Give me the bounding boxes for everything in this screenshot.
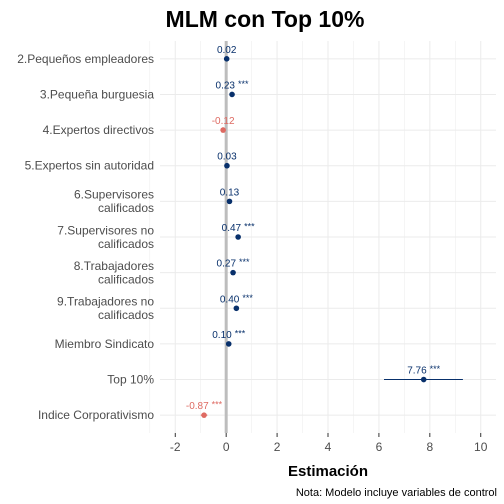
x-tick-label: 2 bbox=[274, 440, 281, 454]
estimate-row: 7.76 *** bbox=[384, 364, 463, 383]
estimate-value: 0.27 bbox=[217, 259, 237, 270]
estimate-value: 0.03 bbox=[217, 152, 237, 163]
y-tick-label: Indice Corporativismo bbox=[38, 408, 154, 422]
x-tick-label: 0 bbox=[223, 440, 230, 454]
estimate-row: 0.23 *** bbox=[216, 79, 249, 98]
estimate-label: 0.40 *** bbox=[220, 293, 253, 306]
estimate-row: -0.12 bbox=[212, 116, 235, 133]
y-tick-label: 7.Supervisores no bbox=[57, 223, 154, 237]
estimate-value: 0.02 bbox=[217, 45, 237, 56]
significance-stars: *** bbox=[239, 257, 250, 267]
estimate-point bbox=[235, 234, 241, 240]
estimate-point bbox=[224, 162, 230, 169]
x-tick-label: 10 bbox=[474, 440, 488, 454]
significance-stars: *** bbox=[212, 400, 223, 410]
significance-stars: *** bbox=[242, 293, 253, 303]
estimate-point bbox=[223, 56, 230, 62]
x-tick-label: -2 bbox=[170, 440, 181, 454]
estimate-value: 0.47 bbox=[222, 223, 242, 234]
y-tick-label: Top 10% bbox=[107, 373, 154, 387]
estimate-row: 0.13 bbox=[220, 187, 240, 205]
y-tick-label: calificados bbox=[98, 237, 154, 251]
estimate-point bbox=[226, 198, 233, 205]
significance-stars: *** bbox=[244, 222, 255, 232]
estimate-point bbox=[233, 305, 240, 312]
estimate-row: 0.02 bbox=[217, 45, 237, 62]
y-tick-label: 2.Pequeños empleadores bbox=[17, 52, 154, 66]
estimate-value: -0.87 bbox=[186, 401, 209, 412]
y-tick-label: 5.Expertos sin autoridad bbox=[25, 159, 154, 173]
y-tick-label: Miembro Sindicato bbox=[55, 337, 155, 351]
estimate-points: 0.020.23 ***-0.120.030.130.47 ***0.27 ***0.… bbox=[186, 45, 463, 418]
estimate-label: 0.23 *** bbox=[216, 79, 249, 92]
estimate-label: 0.27 *** bbox=[217, 257, 250, 270]
significance-stars: *** bbox=[430, 364, 441, 374]
estimate-row: 0.27 *** bbox=[217, 257, 250, 276]
estimate-point bbox=[230, 269, 236, 276]
y-tick-label: 6.Supervisores bbox=[74, 188, 154, 202]
estimate-label: 0.02 bbox=[217, 45, 237, 56]
estimate-label: 7.76 *** bbox=[407, 364, 440, 377]
x-axis-label: Estimación bbox=[288, 463, 368, 480]
estimate-point bbox=[225, 341, 232, 347]
estimate-label: -0.12 bbox=[212, 116, 235, 127]
grid-lines bbox=[149, 41, 496, 433]
estimate-row: -0.87 *** bbox=[186, 400, 223, 418]
estimate-point bbox=[420, 376, 427, 383]
y-tick-label: 3.Pequeña burguesia bbox=[40, 87, 154, 101]
estimate-value: 0.40 bbox=[220, 294, 240, 305]
estimate-value: -0.12 bbox=[212, 116, 235, 127]
y-tick-label: 9.Trabajadores no bbox=[57, 295, 154, 309]
estimate-label: 0.47 *** bbox=[222, 222, 255, 235]
y-tick-label: 4.Expertos directivos bbox=[43, 123, 154, 137]
y-axis-labels: 2.Pequeños empleadores 3.Pequeña burguesi… bbox=[17, 52, 154, 422]
estimate-value: 0.13 bbox=[220, 187, 240, 198]
estimate-row: 0.47 *** bbox=[222, 222, 255, 240]
y-tick-label: 8.Trabajadores bbox=[74, 259, 154, 273]
estimate-point bbox=[220, 127, 226, 133]
estimate-label: -0.87 *** bbox=[186, 400, 223, 413]
estimate-value: 0.23 bbox=[216, 80, 236, 91]
estimate-point bbox=[229, 91, 235, 98]
estimate-point bbox=[201, 412, 207, 418]
y-tick-label: calificados bbox=[98, 308, 154, 322]
estimate-label: 0.13 bbox=[220, 187, 240, 198]
estimate-label: 0.10 *** bbox=[212, 328, 245, 341]
chart-title: MLM con Top 10% bbox=[166, 6, 365, 32]
x-tick-label: 4 bbox=[325, 440, 332, 454]
significance-stars: *** bbox=[238, 79, 249, 89]
estimate-label: 0.03 bbox=[217, 152, 237, 163]
x-tick-label: 6 bbox=[376, 440, 383, 454]
x-axis-ticks: -2 0 2 4 6 8 10 bbox=[170, 433, 488, 454]
estimate-row: 0.03 bbox=[217, 152, 237, 169]
y-tick-label: calificados bbox=[98, 201, 154, 215]
y-tick-label: calificados bbox=[98, 272, 154, 286]
x-tick-label: 8 bbox=[426, 440, 433, 454]
estimate-row: 0.40 *** bbox=[220, 293, 253, 312]
estimate-value: 7.76 bbox=[407, 366, 427, 377]
significance-stars: *** bbox=[235, 328, 246, 338]
chart-caption: Nota: Modelo incluye variables de contro… bbox=[296, 487, 497, 499]
estimate-row: 0.10 *** bbox=[212, 328, 246, 347]
estimate-value: 0.10 bbox=[212, 330, 232, 341]
